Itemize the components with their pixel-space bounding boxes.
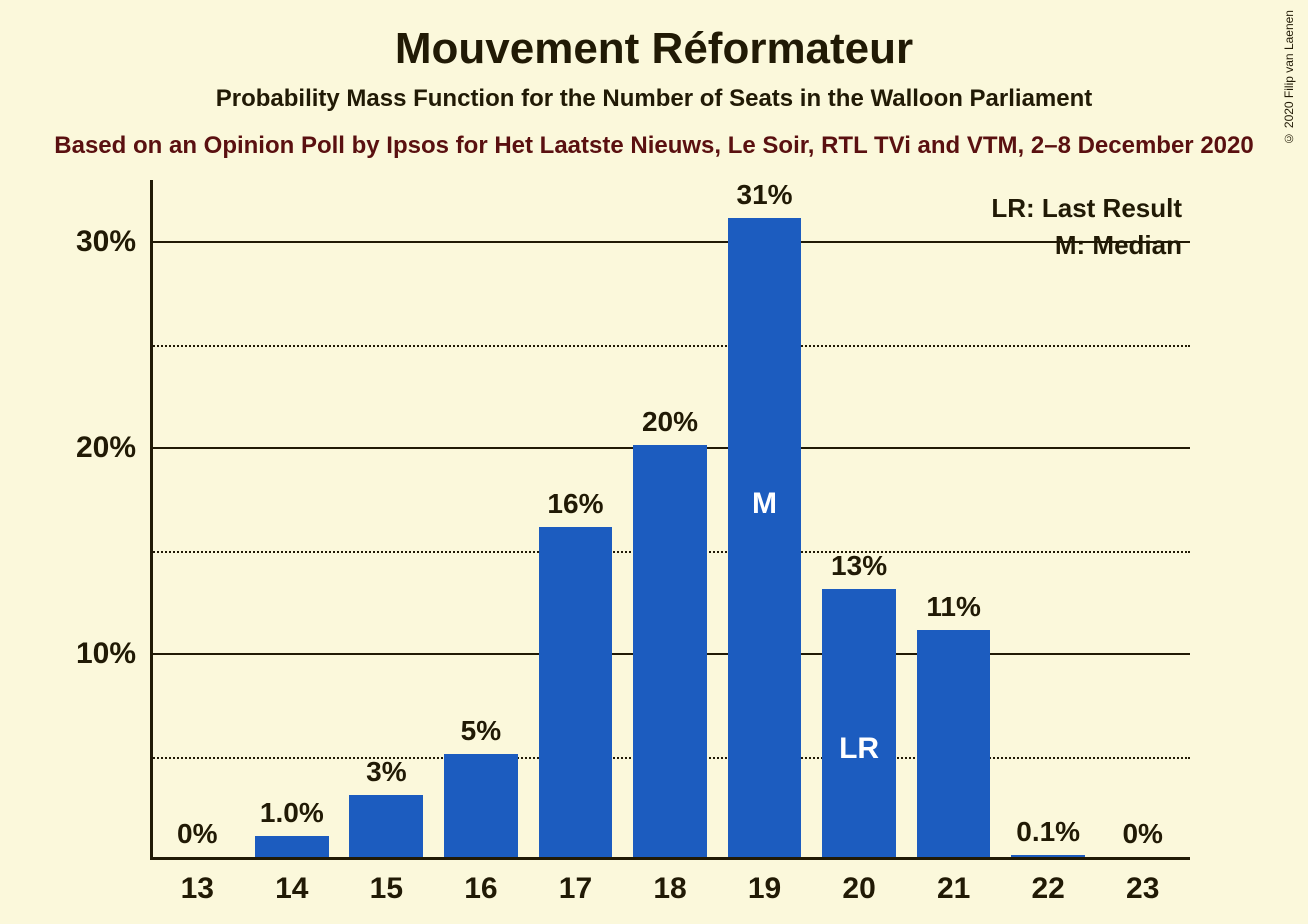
gridline-major	[150, 241, 1190, 243]
bar	[822, 589, 896, 857]
bar	[349, 795, 423, 857]
bar-marker-m: M	[752, 487, 777, 521]
gridline-minor	[150, 345, 1190, 347]
x-tick-label: 14	[275, 872, 308, 906]
bar-value-label: 16%	[547, 488, 603, 520]
bar	[728, 218, 802, 857]
x-tick-label: 18	[653, 872, 686, 906]
x-tick-label: 23	[1126, 872, 1159, 906]
bar	[633, 445, 707, 857]
x-tick-label: 22	[1031, 872, 1064, 906]
chart-title: Mouvement Réformateur	[0, 24, 1308, 74]
bar	[917, 630, 991, 857]
bar	[539, 527, 613, 857]
bar	[1011, 855, 1085, 857]
bar-value-label: 0%	[1122, 818, 1162, 850]
x-tick-label: 17	[559, 872, 592, 906]
chart-plot-area: 10%20%30%0%131.0%143%155%1616%1720%1831%…	[150, 180, 1190, 860]
chart-subtitle2: Based on an Opinion Poll by Ipsos for He…	[0, 132, 1308, 160]
y-tick-label: 30%	[76, 225, 136, 259]
x-tick-label: 16	[464, 872, 497, 906]
bar-value-label: 0%	[177, 818, 217, 850]
x-tick-label: 20	[842, 872, 875, 906]
bar	[255, 836, 329, 857]
y-tick-label: 20%	[76, 431, 136, 465]
bar-value-label: 20%	[642, 406, 698, 438]
bar-value-label: 3%	[366, 756, 406, 788]
bar-value-label: 11%	[926, 591, 981, 623]
chart-subtitle: Probability Mass Function for the Number…	[0, 85, 1308, 113]
chart-panel: Mouvement Réformateur Probability Mass F…	[0, 0, 1308, 924]
bar-value-label: 5%	[461, 715, 501, 747]
y-tick-label: 10%	[76, 637, 136, 671]
bar-value-label: 0.1%	[1016, 816, 1080, 848]
x-tick-label: 19	[748, 872, 781, 906]
x-tick-label: 15	[370, 872, 403, 906]
bar	[444, 754, 518, 857]
x-tick-label: 21	[937, 872, 970, 906]
bar-value-label: 13%	[831, 550, 887, 582]
copyright-text: © 2020 Filip van Laenen	[1282, 10, 1296, 145]
x-tick-label: 13	[181, 872, 214, 906]
bar-value-label: 1.0%	[260, 797, 324, 829]
bar-value-label: 31%	[737, 179, 793, 211]
bar-marker-lr: LR	[839, 732, 879, 766]
